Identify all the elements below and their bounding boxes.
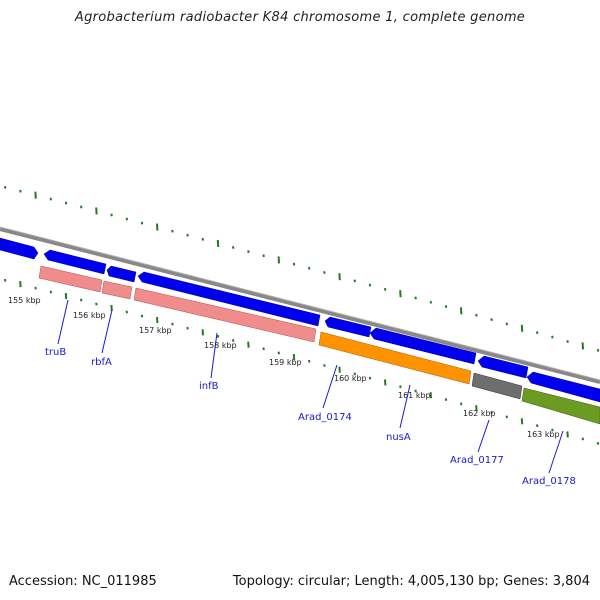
gene-leader-line xyxy=(210,332,218,379)
scale-tick-label: 160 kbp xyxy=(334,374,367,383)
gene-label[interactable]: truB xyxy=(45,347,66,358)
gene-labels: truB rbfA infB Arad_0174 nusA Arad_0177 Arad_0… xyxy=(45,299,576,487)
gene-feature xyxy=(106,265,137,283)
scale-tick-label: 161 kbp xyxy=(398,391,431,400)
feature-orange xyxy=(318,331,472,385)
feature-pink xyxy=(133,287,317,343)
gene-leader-line xyxy=(101,309,113,354)
gene-feature xyxy=(369,327,477,365)
gene-feature xyxy=(477,355,529,379)
gene-feature xyxy=(137,271,321,327)
forward-strand-genes xyxy=(0,237,39,260)
scale-tick-label: 163 kbp xyxy=(527,430,560,439)
scale-tick-label: 157 kbp xyxy=(139,326,172,335)
backbone-line xyxy=(0,227,600,384)
gene-label[interactable]: infB xyxy=(199,381,219,392)
gene-feature xyxy=(0,237,39,260)
gene-feature xyxy=(526,371,600,403)
scale-labels: 155 kbp 156 kbp 157 kbp 158 kbp 159 kbp 160 k… xyxy=(8,296,560,439)
gene-leader-line xyxy=(399,384,411,429)
scale-tick-label: 156 kbp xyxy=(73,311,106,320)
gene-leader-line xyxy=(322,364,338,409)
gc-content-inner-track xyxy=(4,278,600,445)
gene-label[interactable]: nusA xyxy=(386,432,411,443)
gene-feature xyxy=(324,316,372,338)
gene-label[interactable]: Arad_0178 xyxy=(522,476,576,487)
gene-label[interactable]: Arad_0177 xyxy=(450,455,504,466)
gene-label[interactable]: Arad_0174 xyxy=(298,412,352,423)
map-title: Agrobacterium radiobacter K84 chromosome… xyxy=(74,10,526,25)
gene-feature xyxy=(43,249,107,275)
gc-skew-outer-track xyxy=(4,185,600,352)
scale-tick-label: 159 kbp xyxy=(269,358,302,367)
gene-label[interactable]: rbfA xyxy=(91,357,112,368)
reverse-strand-genes xyxy=(43,249,600,403)
feature-pink xyxy=(101,280,133,300)
scale-tick-label: 155 kbp xyxy=(8,296,41,305)
feature-olive xyxy=(521,387,600,425)
inner-features xyxy=(38,265,600,425)
gene-leader-line xyxy=(477,419,490,453)
gene-leader-line xyxy=(57,299,69,345)
topology-summary: Topology: circular; Length: 4,005,130 bp… xyxy=(232,574,590,589)
gene-leader-line xyxy=(548,430,564,474)
feature-pink xyxy=(38,265,103,293)
accession-text: Accession: NC_011985 xyxy=(9,574,157,589)
scale-tick-label: 162 kbp xyxy=(463,409,496,418)
scale-tick-label: 158 kbp xyxy=(204,341,237,350)
backbone-line-highlight xyxy=(0,226,600,381)
feature-gray xyxy=(471,372,523,400)
